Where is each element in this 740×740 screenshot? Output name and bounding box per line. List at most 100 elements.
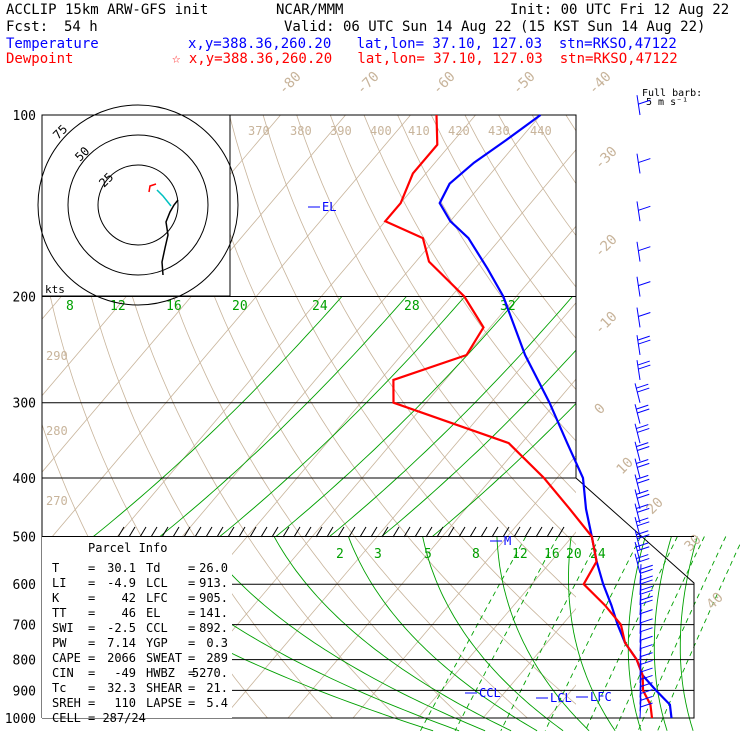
hodograph-trace: [161, 199, 179, 276]
wind-barb-flag: [637, 534, 650, 540]
isotherm-line: [222, 302, 576, 718]
wind-barb-flag: [640, 674, 653, 680]
dry-adiabat: [600, 115, 740, 731]
parcel-eq: =: [188, 576, 195, 590]
mixing-ratio-label: 24: [590, 547, 606, 562]
moist-adiabat: [568, 536, 616, 732]
parcel-eq: =: [188, 636, 195, 650]
dry-adiabat: [565, 115, 576, 132]
parcel-param-name: CCL: [146, 621, 168, 635]
level-500-tick: [293, 526, 301, 538]
parcel-eq: =: [88, 591, 95, 605]
wind-barb: [634, 503, 641, 524]
level-500-tick: [458, 526, 466, 538]
parcel-info-background: [42, 537, 232, 718]
mixing-ratio-label: 12: [512, 547, 528, 562]
parcel-param-name: SWI: [52, 621, 74, 635]
wind-barb-flag: [637, 446, 650, 451]
pressure-tick-label: 700: [13, 619, 36, 634]
wind-barb-flag: [638, 281, 651, 287]
wind-barb: [636, 241, 641, 262]
wind-barb: [639, 698, 642, 719]
wind-barb: [634, 553, 641, 574]
mixing-ratio-dashed: [657, 543, 740, 731]
parcel-eq: =: [88, 606, 95, 620]
wind-barb-flag: [636, 554, 649, 560]
parcel-eq: =: [188, 651, 195, 665]
isotherm-label: 0: [592, 401, 609, 418]
hodograph-trace-surface: [148, 183, 157, 193]
parcel-param-name: TT: [52, 606, 66, 620]
isotherm-label: 10: [614, 455, 637, 478]
theta-label: 370: [248, 124, 270, 138]
wind-barb-flag: [637, 387, 650, 393]
mixing-ratio-label: 16: [166, 299, 182, 314]
mixing-ratio-line: [432, 402, 576, 537]
parcel-param-value: 0.3: [206, 636, 228, 650]
parcel-param-name: PW: [52, 636, 67, 650]
wind-barb-flag: [637, 478, 650, 484]
parcel-param-name: YGP: [146, 636, 168, 650]
dry-adiabat: [700, 115, 740, 731]
parcel-param-name: T: [52, 561, 59, 575]
level-500-tick: [436, 526, 444, 538]
wind-barb-flag: [640, 682, 653, 688]
moist-adiabat: [199, 536, 486, 732]
parcel-eq: =: [88, 651, 95, 665]
parcel-param-name: LCL: [146, 576, 168, 590]
isotherm-line: [613, 115, 740, 718]
wind-barb: [636, 153, 641, 174]
dry-adiabat: [229, 115, 576, 651]
wind-barb-flag: [636, 489, 649, 495]
pressure-tick-label: 800: [13, 654, 36, 669]
wind-barb-flag: [637, 360, 650, 366]
parcel-eq: =: [188, 681, 195, 695]
level-500-tick: [414, 526, 422, 538]
theta-label: 280: [46, 424, 68, 438]
level-500-tick: [392, 526, 400, 538]
parcel-param-value: 32.3: [107, 681, 136, 695]
wind-barb-flag: [638, 99, 651, 105]
parcel-eq: =: [188, 561, 195, 575]
mixing-ratio-line: [329, 296, 573, 537]
wind-barb: [639, 574, 642, 595]
mixing-ratio-line: [275, 296, 521, 537]
hodograph-ring: [97, 164, 179, 246]
wind-barb: [634, 404, 641, 424]
level-500-tick: [469, 526, 477, 538]
parcel-param-value: 46: [122, 606, 136, 620]
isotherm-label: -10: [592, 309, 621, 338]
isotherm-line: [417, 531, 576, 718]
wind-barb-flag: [640, 702, 653, 708]
parcel-eq: =: [88, 666, 95, 680]
wind-barb: [634, 458, 641, 479]
parcel-param-value: = 287/24: [88, 711, 146, 725]
model-title: ACCLIP 15km ARW-GFS init: [6, 2, 209, 18]
wind-barb-flag: [640, 652, 653, 658]
level-500-tick: [183, 526, 191, 538]
parcel-param-name: CELL: [52, 711, 81, 725]
level-500-tick: [249, 526, 257, 538]
wind-barb: [636, 95, 641, 116]
parcel-param-value: 110: [114, 696, 136, 710]
parcel-param-value: 892.: [199, 621, 228, 635]
wind-barb: [636, 276, 641, 297]
level-500-tick: [205, 526, 213, 538]
level-500-tick: [128, 526, 136, 538]
parcel-eq: =: [88, 681, 95, 695]
isotherm-label: -80: [276, 69, 305, 98]
pressure-tick-label: 300: [13, 397, 36, 412]
isotherm-line: [42, 115, 346, 473]
parcel-param-value: -4.9: [107, 576, 136, 590]
dry-adiabat: [498, 115, 576, 237]
parcel-param-value: 21.: [206, 681, 228, 695]
dry-adiabat: [94, 115, 399, 718]
wind-barb-flag: [636, 530, 649, 536]
parcel-param-name: CIN: [52, 666, 74, 680]
mixing-ratio-label: 20: [566, 547, 582, 562]
temperature-location: x,y=388.36,260.20 lat,lon= 37.10, 127.03…: [188, 36, 677, 52]
moist-adiabat: [347, 536, 538, 732]
level-500-tick: [260, 526, 268, 538]
fcst-value: 54 h: [64, 19, 98, 35]
parcel-param-value: 905.: [199, 591, 228, 605]
